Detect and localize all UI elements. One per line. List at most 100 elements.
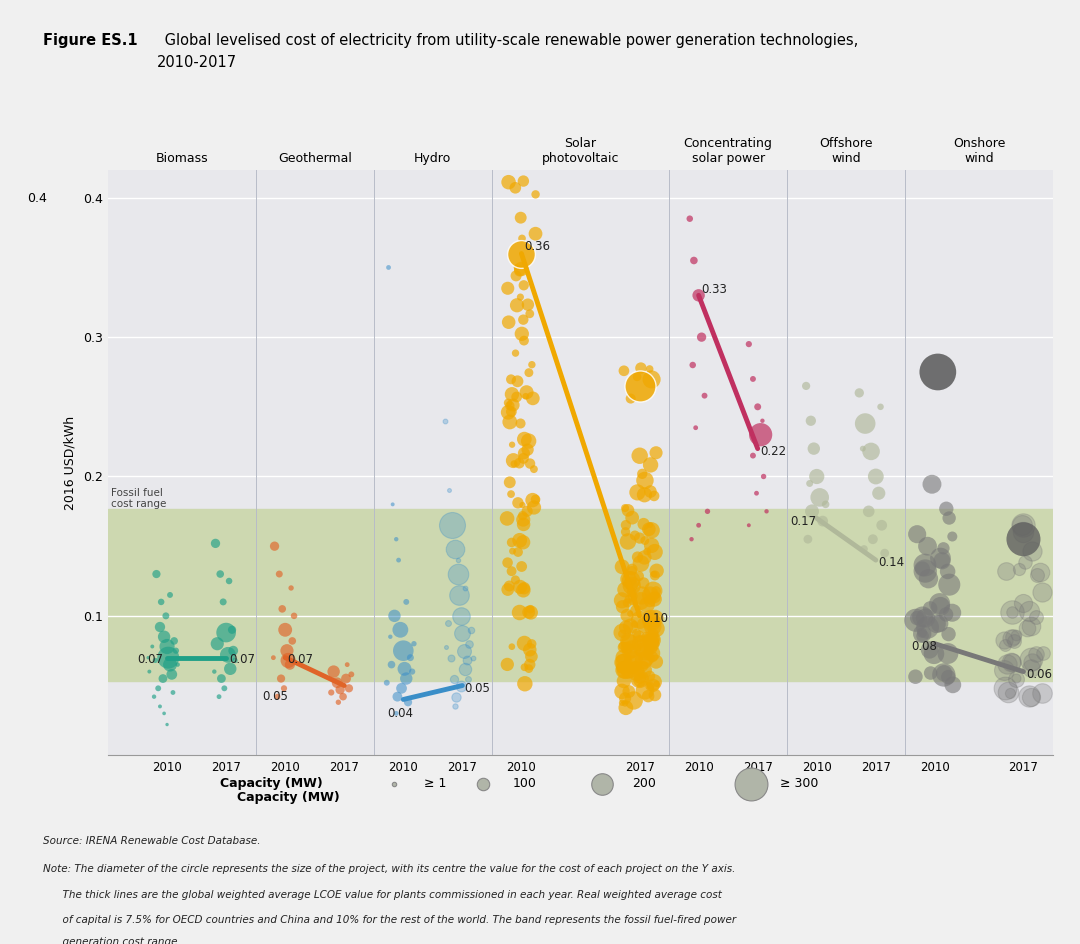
- Point: [504, 544, 522, 559]
- Point: [1028, 567, 1045, 582]
- Text: Source: IRENA Renewable Cost Database.: Source: IRENA Renewable Cost Database.: [43, 836, 260, 846]
- Point: [919, 620, 936, 635]
- Point: [921, 642, 939, 657]
- Point: [629, 369, 646, 384]
- Point: [631, 671, 648, 686]
- Point: [629, 485, 646, 500]
- Point: [510, 496, 527, 511]
- Point: [442, 650, 459, 666]
- Point: [386, 608, 403, 623]
- Point: [642, 594, 659, 609]
- Point: [944, 605, 961, 620]
- Point: [648, 583, 665, 598]
- Point: [618, 640, 635, 655]
- Point: [454, 625, 471, 640]
- Point: [515, 312, 532, 328]
- Point: [642, 668, 659, 683]
- Point: [625, 658, 643, 673]
- Point: [631, 568, 648, 583]
- Point: [1008, 672, 1025, 687]
- Point: [637, 629, 654, 644]
- Point: [632, 670, 649, 685]
- Point: [620, 664, 637, 679]
- Point: [646, 566, 663, 582]
- Point: [632, 361, 649, 376]
- Point: [167, 643, 185, 658]
- Point: [504, 453, 522, 468]
- Point: [161, 657, 178, 672]
- Point: [627, 603, 645, 618]
- Point: [645, 674, 662, 689]
- Point: [500, 175, 517, 190]
- Point: [916, 558, 933, 573]
- Text: 0.07: 0.07: [229, 652, 255, 666]
- Point: [616, 661, 633, 676]
- Point: [631, 629, 648, 644]
- Point: [931, 616, 948, 632]
- Point: [504, 397, 522, 413]
- Point: [923, 477, 941, 492]
- Text: 100: 100: [513, 777, 537, 790]
- Point: [500, 314, 517, 329]
- Point: [273, 601, 291, 616]
- Point: [1018, 620, 1036, 635]
- Point: [625, 616, 643, 632]
- Point: [921, 601, 939, 616]
- Text: Onshore
wind: Onshore wind: [953, 137, 1005, 165]
- Point: [622, 618, 639, 633]
- Point: [515, 582, 532, 598]
- Point: [1002, 631, 1020, 646]
- Point: [323, 685, 340, 700]
- Point: [636, 473, 653, 488]
- Point: [998, 657, 1015, 672]
- Point: [646, 568, 663, 583]
- Text: 0.36: 0.36: [524, 240, 550, 253]
- Point: [1014, 596, 1031, 611]
- Point: [1035, 645, 1052, 660]
- Point: [509, 374, 526, 389]
- Point: [623, 510, 640, 525]
- Point: [1003, 604, 1021, 619]
- Point: [503, 437, 521, 452]
- Text: Offshore
wind: Offshore wind: [820, 137, 873, 165]
- Point: [928, 616, 945, 632]
- Point: [696, 388, 713, 403]
- Point: [616, 659, 633, 674]
- Point: [455, 643, 472, 658]
- Point: [388, 531, 405, 547]
- Point: [1023, 661, 1040, 676]
- Point: [632, 594, 649, 609]
- Point: [642, 362, 659, 377]
- Point: [922, 666, 940, 681]
- Point: [615, 655, 632, 670]
- Point: [335, 689, 352, 704]
- Point: [640, 615, 658, 630]
- Point: [693, 329, 711, 345]
- Point: [806, 441, 823, 456]
- Point: [907, 613, 924, 628]
- Point: [870, 485, 888, 500]
- Point: [941, 577, 958, 592]
- Point: [617, 700, 634, 716]
- Point: [502, 486, 519, 501]
- Point: [851, 385, 868, 400]
- Point: [462, 622, 480, 637]
- Point: [638, 650, 656, 666]
- Point: [856, 416, 874, 431]
- Text: Fossil fuel
cost range: Fossil fuel cost range: [111, 488, 166, 509]
- Point: [1004, 633, 1022, 649]
- Point: [799, 531, 816, 547]
- Point: [634, 641, 651, 656]
- Point: [613, 626, 631, 641]
- Point: [623, 562, 640, 577]
- Point: [619, 633, 636, 649]
- Point: [624, 653, 642, 668]
- Point: [637, 612, 654, 627]
- Point: [148, 566, 165, 582]
- Point: [643, 641, 660, 656]
- Point: [1001, 685, 1018, 700]
- Point: [742, 776, 759, 791]
- Point: [523, 605, 540, 620]
- Text: 0.04: 0.04: [387, 707, 413, 720]
- Point: [617, 663, 634, 678]
